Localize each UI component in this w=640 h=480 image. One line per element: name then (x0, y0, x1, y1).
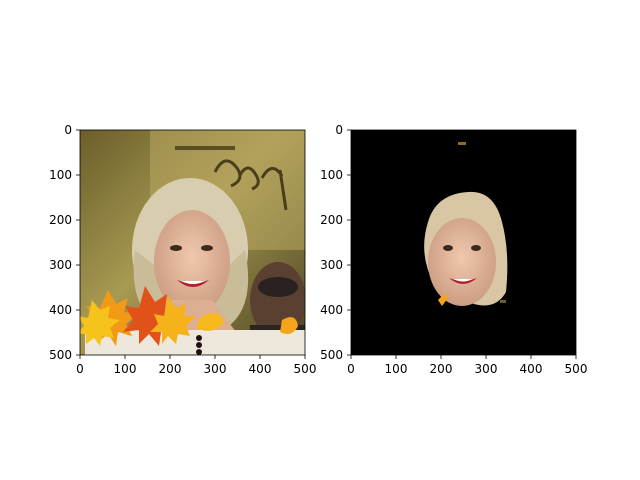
left-x-tick-label: 500 (294, 362, 317, 376)
right-x-tick-label: 300 (475, 362, 498, 376)
right-y-tick-label: 400 (320, 303, 343, 317)
left-x-tick-label: 200 (159, 362, 182, 376)
right-y-tick-label: 300 (320, 258, 343, 272)
left-x-tick-label: 400 (249, 362, 272, 376)
right-y-tick-label: 100 (320, 168, 343, 182)
maple-leaf-icon (280, 317, 298, 334)
right-y-tick-label: 200 (320, 213, 343, 227)
left-y-tick-label: 500 (49, 348, 72, 362)
left-x-tick-label: 100 (114, 362, 137, 376)
left-x-tick-label: 300 (204, 362, 227, 376)
left-x-tick-label: 0 (76, 362, 84, 376)
right-x-tick-label: 500 (565, 362, 588, 376)
left-y-tick-label: 200 (49, 213, 72, 227)
maple-leaf-icon (196, 312, 224, 331)
maple-leaf-icon (80, 300, 120, 346)
right-y-tick-label: 0 (335, 123, 343, 137)
left-y-tick-label: 300 (49, 258, 72, 272)
left-y-tick-label: 0 (64, 123, 72, 137)
left-y-tick-label: 400 (49, 303, 72, 317)
left-image-panel (80, 130, 305, 355)
right-mask-panel (351, 130, 576, 355)
maple-leaf-icon (84, 290, 138, 346)
right-x-tick-label: 200 (430, 362, 453, 376)
right-x-tick-label: 0 (347, 362, 355, 376)
right-x-tick-label: 400 (520, 362, 543, 376)
maple-leaf-icon (150, 296, 196, 344)
right-y-tick-label: 500 (320, 348, 343, 362)
right-x-tick-label: 100 (385, 362, 408, 376)
left-y-tick-label: 100 (49, 168, 72, 182)
